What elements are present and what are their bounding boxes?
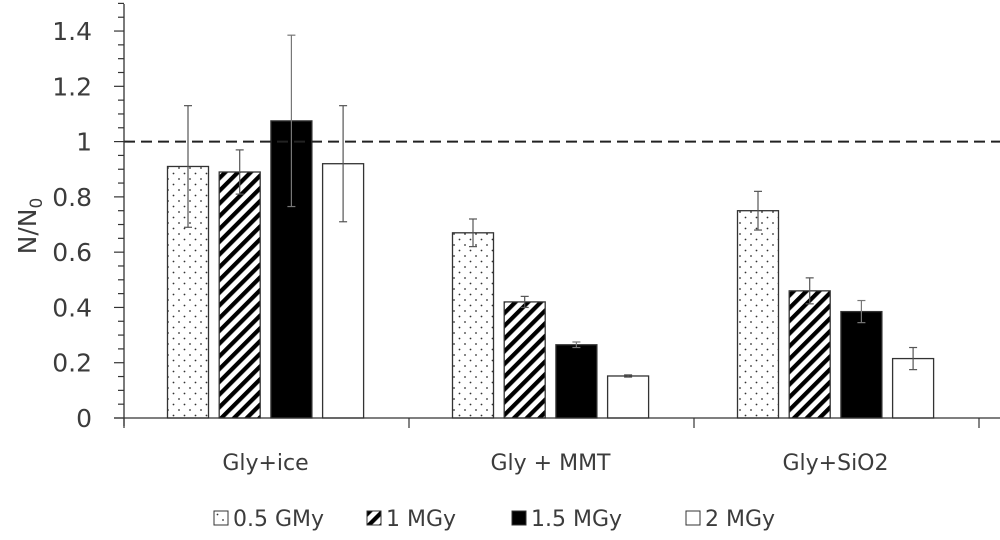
y-tick-label: 1.2: [52, 72, 92, 101]
bar: [840, 310, 883, 419]
legend-swatch: [366, 510, 382, 526]
legend-swatch: [511, 510, 527, 526]
legend-label: 0.5 GMy: [233, 507, 324, 532]
bar: [218, 171, 261, 419]
bar: [555, 344, 598, 419]
y-tick-label: 0.2: [52, 349, 92, 378]
y-tick-label: 1.4: [52, 17, 92, 46]
y-tick-label: 0: [76, 404, 92, 433]
bar: [788, 290, 831, 419]
y-tick-label: 0.8: [52, 183, 92, 212]
y-axis-title-subscript: 0: [27, 198, 47, 209]
bars-layer: [166, 34, 935, 419]
legend-label: 1.5 MGy: [531, 507, 622, 532]
bar: [451, 232, 495, 419]
x-tick-label: Gly+ice: [222, 451, 308, 476]
y-tick-label: 0.4: [52, 293, 92, 322]
y-tick-label: 1: [76, 128, 92, 157]
legend-label: 1 MGy: [386, 507, 456, 532]
legend-swatch: [213, 510, 229, 526]
x-tick-label: Gly + MMT: [490, 451, 611, 476]
bar: [503, 301, 546, 419]
y-tick-label: 0.6: [52, 238, 92, 267]
bar: [736, 210, 780, 419]
axes-layer: 0 0.2 0.4 0.6 0.8 1 1.2 1.4 Gly+ice Gly + MMT Gly+…: [52, 2, 1000, 476]
legend-swatch: [685, 510, 701, 526]
legend-label: 2 MGy: [705, 507, 775, 532]
legend: 0.5 GMy 1 MGy 1.5 MGy 2 MGy: [213, 507, 775, 532]
y-axis-title: N/N0: [13, 198, 47, 255]
x-tick-label: Gly+SiO2: [782, 451, 888, 476]
bar: [606, 375, 650, 419]
